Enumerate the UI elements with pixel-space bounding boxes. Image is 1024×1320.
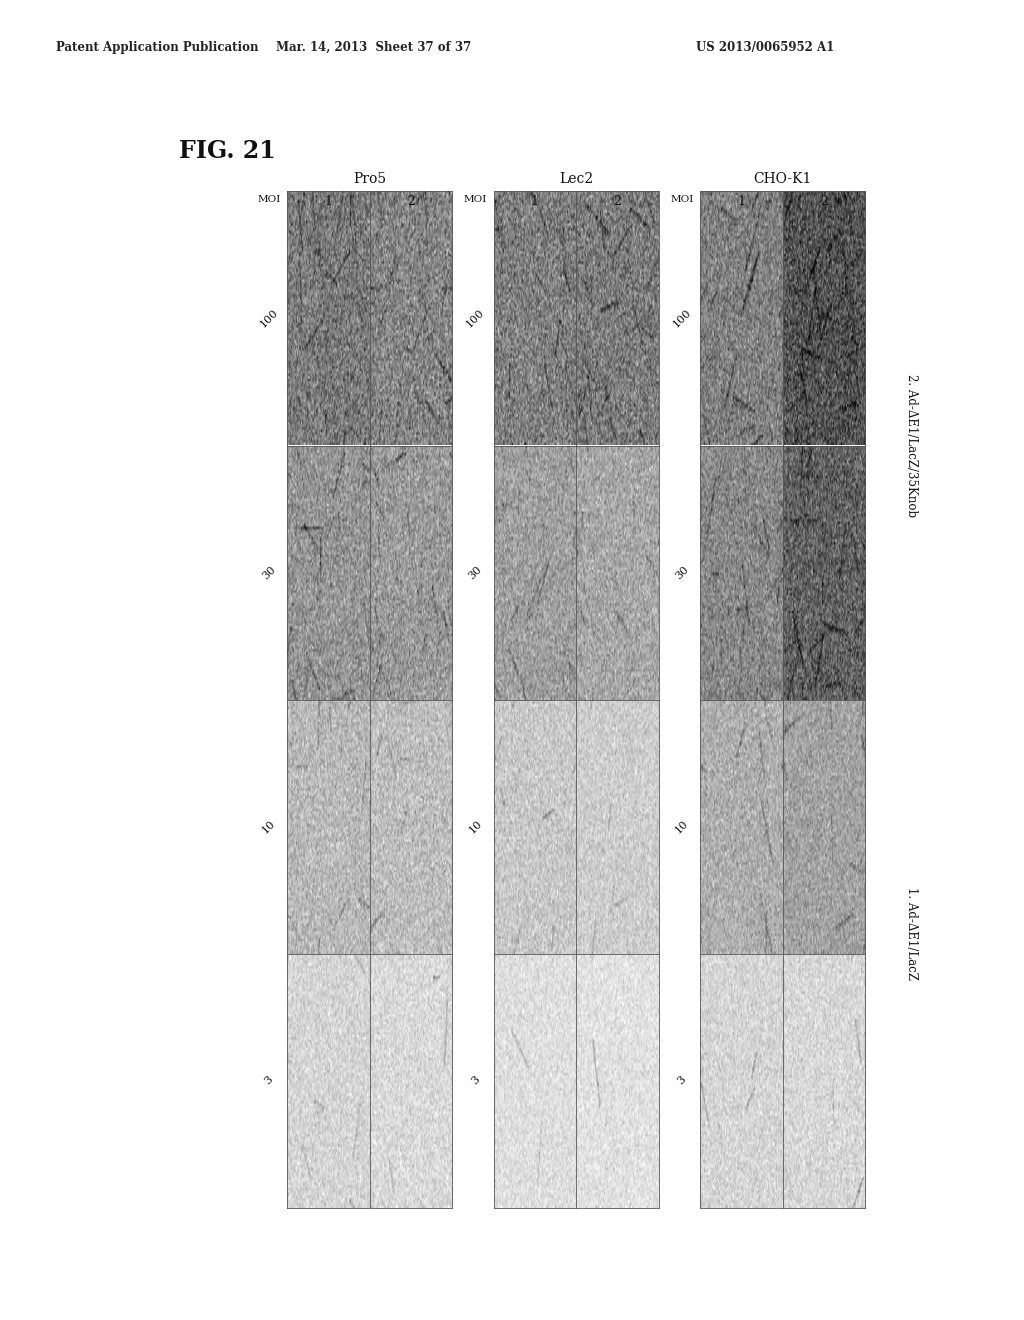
Text: Patent Application Publication: Patent Application Publication [56,41,259,54]
Text: 1: 1 [325,195,333,209]
Text: 10: 10 [260,818,278,836]
Text: 30: 30 [467,564,484,581]
Text: MOI: MOI [464,195,487,205]
Text: 3: 3 [469,1074,481,1086]
Text: MOI: MOI [671,195,693,205]
Text: 2: 2 [613,195,622,209]
Text: US 2013/0065952 A1: US 2013/0065952 A1 [696,41,835,54]
Text: 1: 1 [530,195,539,209]
Text: 30: 30 [260,564,278,581]
Text: 100: 100 [258,308,281,330]
Text: 1. Ad-ΔE1/LacZ: 1. Ad-ΔE1/LacZ [905,887,918,979]
Text: 2: 2 [408,195,415,209]
Text: CHO-K1: CHO-K1 [754,172,812,186]
Text: 3: 3 [676,1074,688,1086]
Text: 100: 100 [671,308,693,330]
Text: 3: 3 [263,1074,275,1086]
Text: 100: 100 [465,308,486,330]
Text: Mar. 14, 2013  Sheet 37 of 37: Mar. 14, 2013 Sheet 37 of 37 [276,41,471,54]
Text: 10: 10 [467,818,484,836]
Text: 2. Ad-ΔE1/LacZ/35Knob: 2. Ad-ΔE1/LacZ/35Knob [905,374,918,517]
Text: 2: 2 [820,195,828,209]
Text: 10: 10 [674,818,690,836]
Text: Pro5: Pro5 [353,172,386,186]
Text: FIG. 21: FIG. 21 [179,139,275,162]
Text: MOI: MOI [257,195,281,205]
Text: Lec2: Lec2 [559,172,593,186]
Text: 30: 30 [674,564,690,581]
Text: 1: 1 [737,195,745,209]
